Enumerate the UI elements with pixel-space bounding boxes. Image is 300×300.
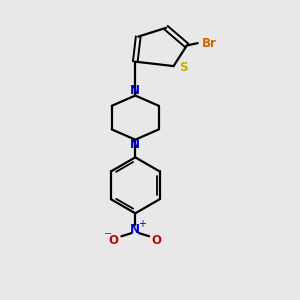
Text: N: N: [130, 223, 140, 236]
Text: O: O: [152, 234, 162, 247]
Text: Br: Br: [202, 37, 217, 50]
Text: O: O: [109, 234, 119, 247]
Text: N: N: [130, 84, 140, 97]
Text: −: −: [104, 229, 112, 239]
Text: +: +: [138, 219, 146, 229]
Text: N: N: [130, 139, 140, 152]
Text: S: S: [179, 61, 187, 74]
